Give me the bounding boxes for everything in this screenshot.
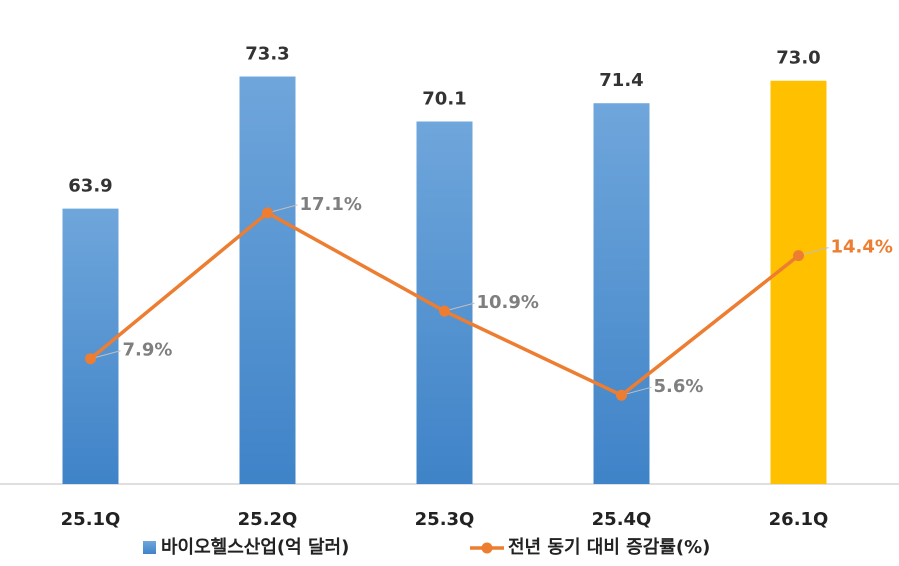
bar (770, 80, 827, 485)
bar-value-label: 73.3 (245, 44, 289, 65)
line-point (262, 207, 273, 219)
legend-label: 바이오헬스산업(억 달러) (161, 537, 349, 558)
legend-label: 전년 동기 대비 증감률(%) (508, 537, 710, 558)
bar-value-label: 73.0 (776, 48, 820, 69)
bar (239, 76, 296, 484)
x-tick-label: 25.3Q (415, 509, 475, 530)
bar-value-label: 63.9 (68, 176, 112, 197)
legend-swatch (143, 541, 156, 554)
bar-value-label: 71.4 (599, 70, 643, 91)
legend-marker (481, 542, 493, 554)
line-point (85, 353, 96, 365)
line-value-label: 5.6% (654, 376, 704, 397)
line-point (616, 389, 627, 401)
bar (593, 103, 650, 485)
x-tick-label: 25.4Q (592, 509, 652, 530)
bar (62, 208, 119, 484)
x-tick-label: 25.2Q (238, 509, 298, 530)
line-value-label: 14.4% (831, 237, 893, 258)
bar-value-label: 70.1 (422, 88, 466, 109)
line-point (793, 250, 804, 262)
line-point (439, 305, 450, 317)
line-value-label: 7.9% (123, 340, 173, 361)
line-value-label: 10.9% (477, 292, 539, 313)
bar (416, 121, 473, 485)
line-value-label: 17.1% (300, 194, 362, 215)
x-tick-label: 25.1Q (61, 509, 121, 530)
x-tick-label: 26.1Q (769, 509, 829, 530)
